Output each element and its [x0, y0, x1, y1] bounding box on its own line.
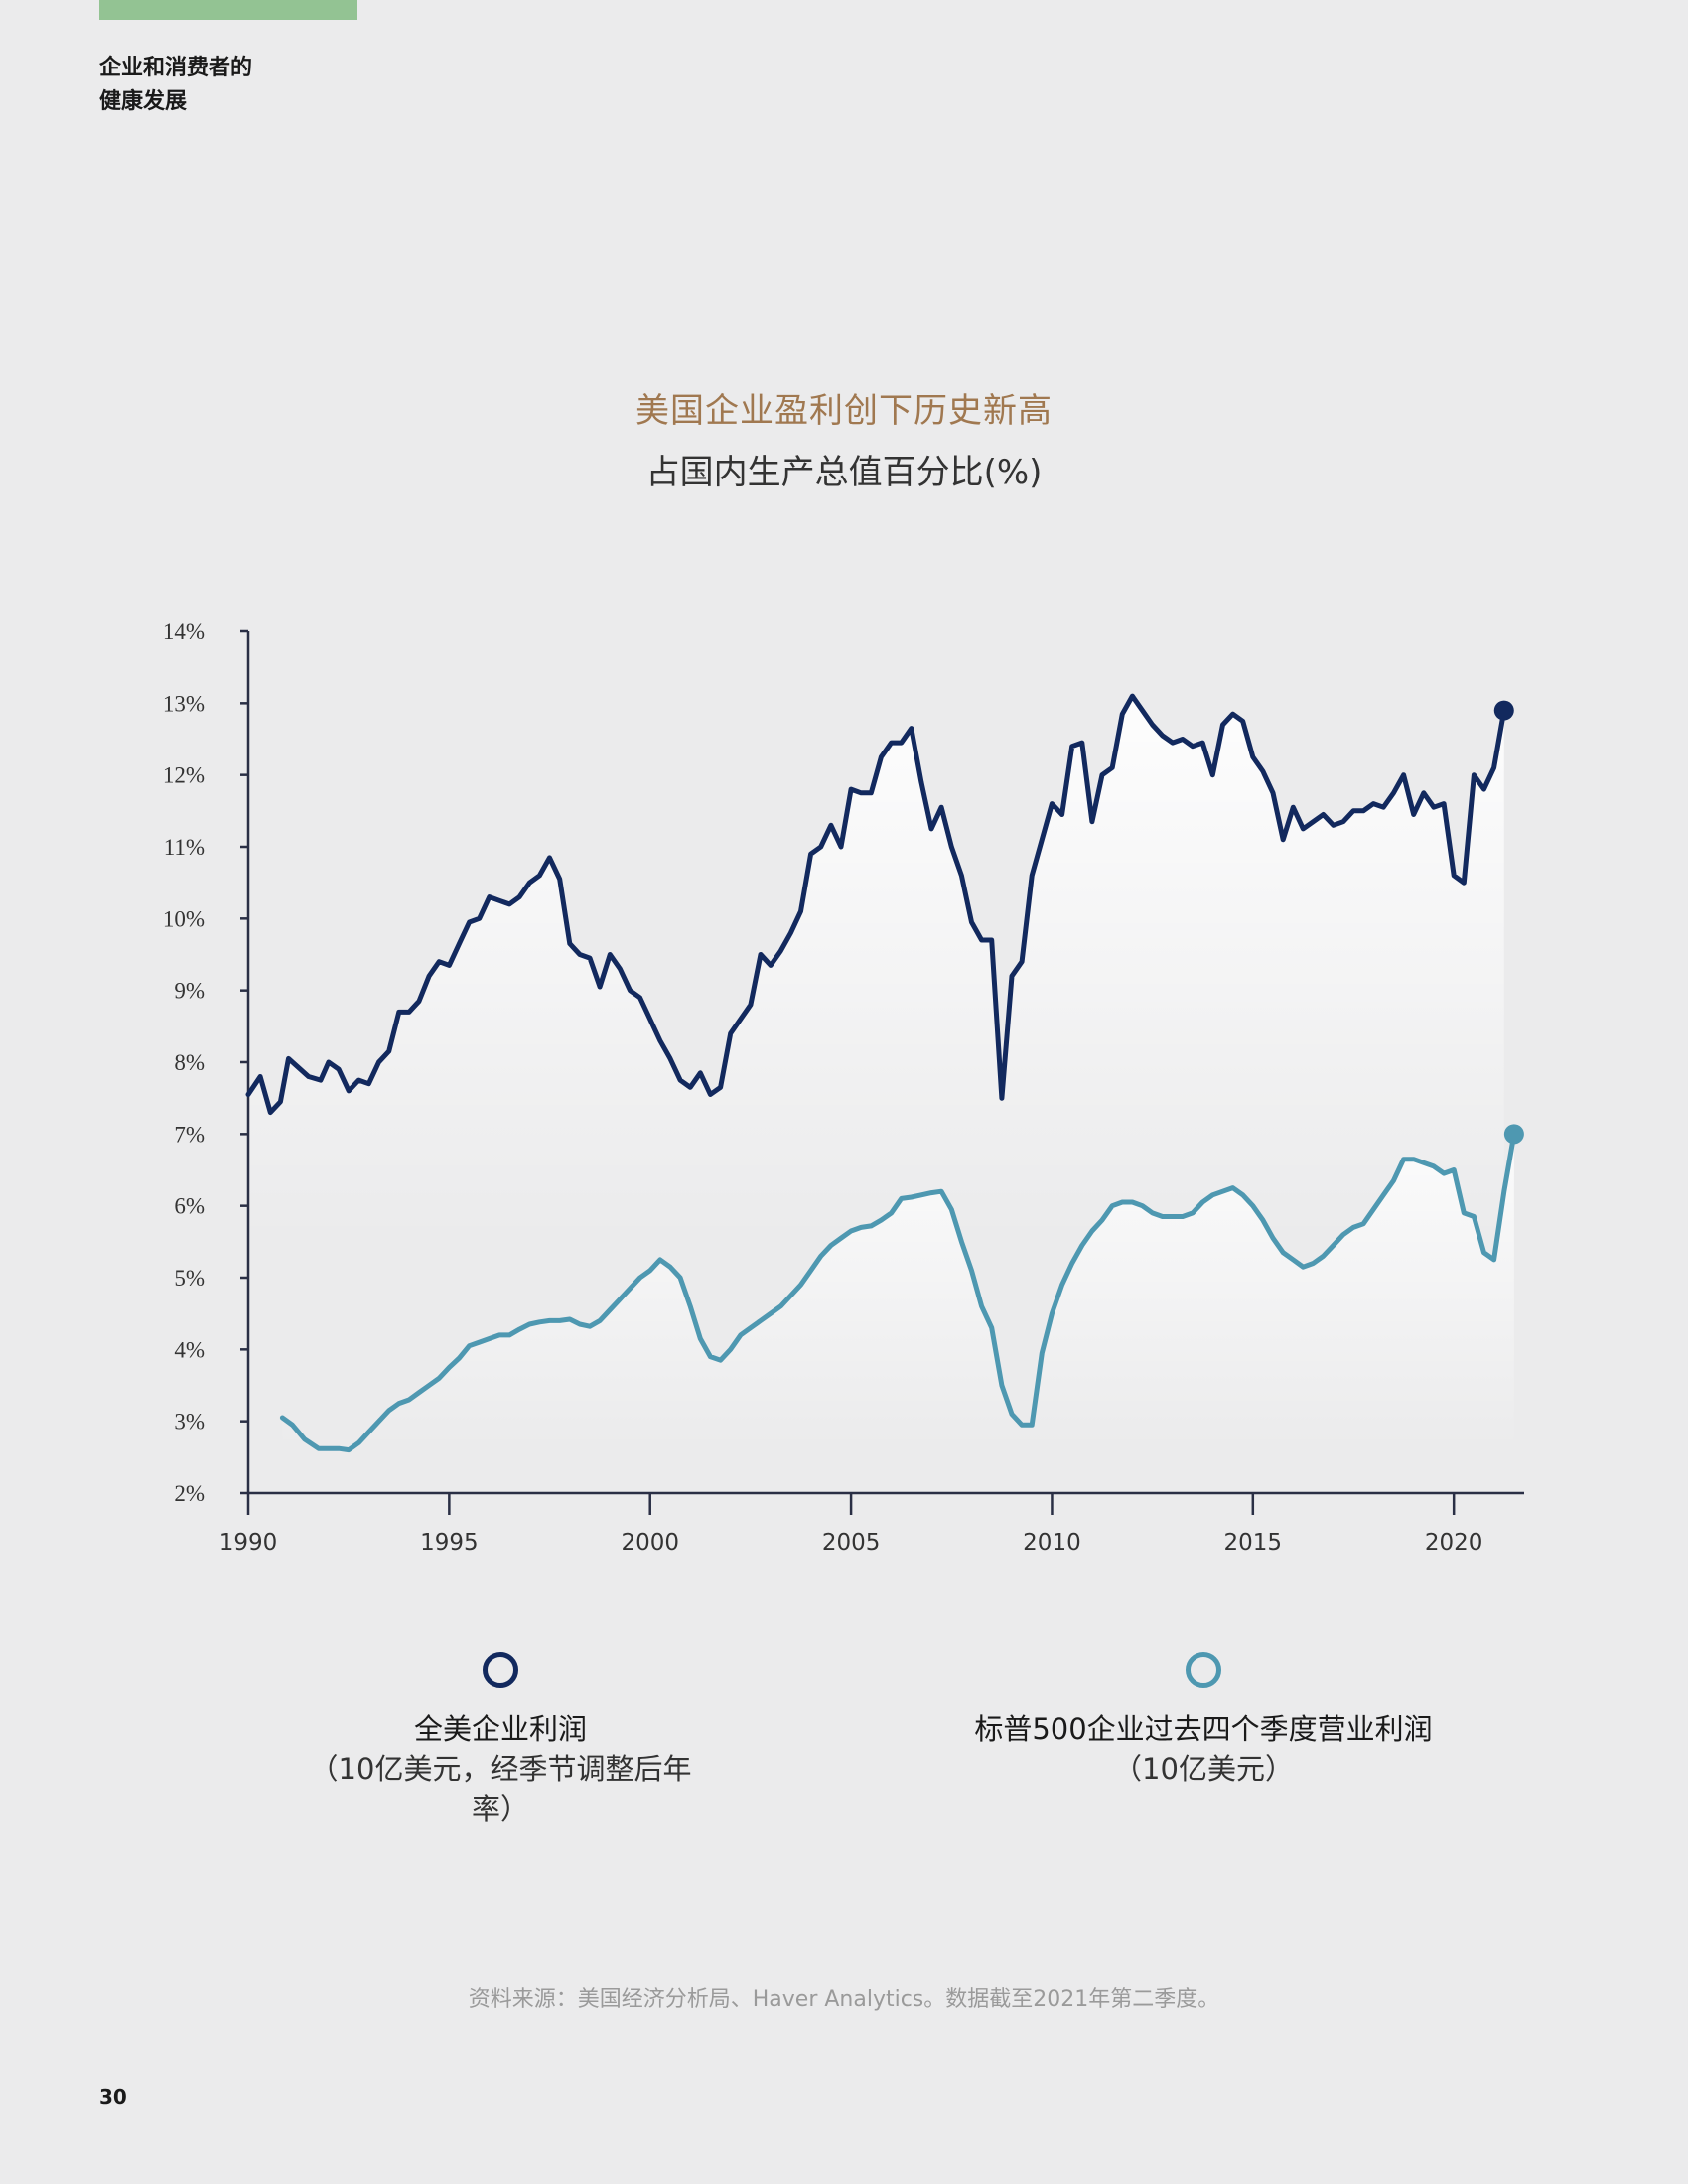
legend-marker-series2 — [1186, 1652, 1221, 1688]
y-tick-label: 13% — [163, 691, 205, 716]
legend-item-total-profits: 全美企业利润 （10亿美元，经季节调整后年率） — [302, 1652, 699, 1829]
y-tick-label: 7% — [174, 1122, 205, 1147]
y-tick-label: 11% — [164, 835, 205, 860]
y-tick-label: 8% — [174, 1050, 205, 1075]
x-tick-label: 2010 — [1023, 1530, 1081, 1556]
y-tick-label: 6% — [174, 1194, 205, 1219]
accent-bar — [99, 0, 357, 20]
area-fill-series-2 — [282, 1134, 1514, 1450]
series-line-1 — [245, 693, 1507, 1116]
y-tick-label: 14% — [163, 619, 205, 644]
section-title-line1: 企业和消费者的 — [99, 56, 253, 80]
legend-label: 标普500企业过去四个季度营业利润 — [974, 1712, 1433, 1746]
series-line-2 — [279, 1131, 1517, 1453]
x-tick-label: 2015 — [1224, 1530, 1283, 1556]
area-fills — [248, 696, 1514, 1450]
section-title-line2: 健康发展 — [99, 89, 188, 114]
series-end-marker-2 — [1503, 1124, 1524, 1145]
source-note: 资料来源：美国经济分析局、Haver Analytics。数据截至2021年第二… — [468, 1987, 1220, 2012]
area-fill-series-1 — [248, 696, 1504, 1242]
y-tick-label: 9% — [174, 979, 205, 1004]
y-tick-label: 3% — [174, 1410, 205, 1434]
x-tick-label: 1990 — [219, 1530, 278, 1556]
section-title: 企业和消费者的 健康发展 — [99, 52, 252, 119]
x-tick-label: 2005 — [822, 1530, 881, 1556]
x-tick-label: 2020 — [1425, 1530, 1483, 1556]
page-number: 30 — [99, 2085, 127, 2109]
x-tick-label: 1995 — [420, 1530, 479, 1556]
legend-marker-series1 — [483, 1652, 518, 1688]
legend-item-sp500-profits: 标普500企业过去四个季度营业利润 （10亿美元） — [906, 1652, 1501, 1789]
chart-title: 美国企业盈利创下历史新高 — [635, 391, 1053, 431]
legend-note: （10亿美元，经季节调整后年率） — [309, 1752, 692, 1826]
y-tick-label: 12% — [163, 763, 205, 788]
series-end-marker-1 — [1493, 700, 1514, 721]
chart-axes: 2% 3% 4% 5% 6% 7% 8% 9% 10% 11% 12% 13% 14% 1990 1995 2… — [163, 619, 1524, 1556]
chart-subtitle: 占国内生产总值百分比(%) — [645, 453, 1043, 492]
y-tick-label: 5% — [174, 1266, 205, 1291]
y-tick-label: 4% — [174, 1337, 205, 1362]
x-tick-label: 2000 — [621, 1530, 679, 1556]
y-tick-label: 10% — [163, 906, 205, 931]
legend-note: （10亿美元） — [1113, 1752, 1294, 1786]
y-tick-label: 2% — [174, 1481, 205, 1506]
legend-label: 全美企业利润 — [413, 1712, 587, 1746]
line-chart: 2% 3% 4% 5% 6% 7% 8% 9% 10% 11% 12% 13% 14% 1990 1995 2… — [163, 619, 1524, 1556]
chart-series — [245, 693, 1524, 1453]
